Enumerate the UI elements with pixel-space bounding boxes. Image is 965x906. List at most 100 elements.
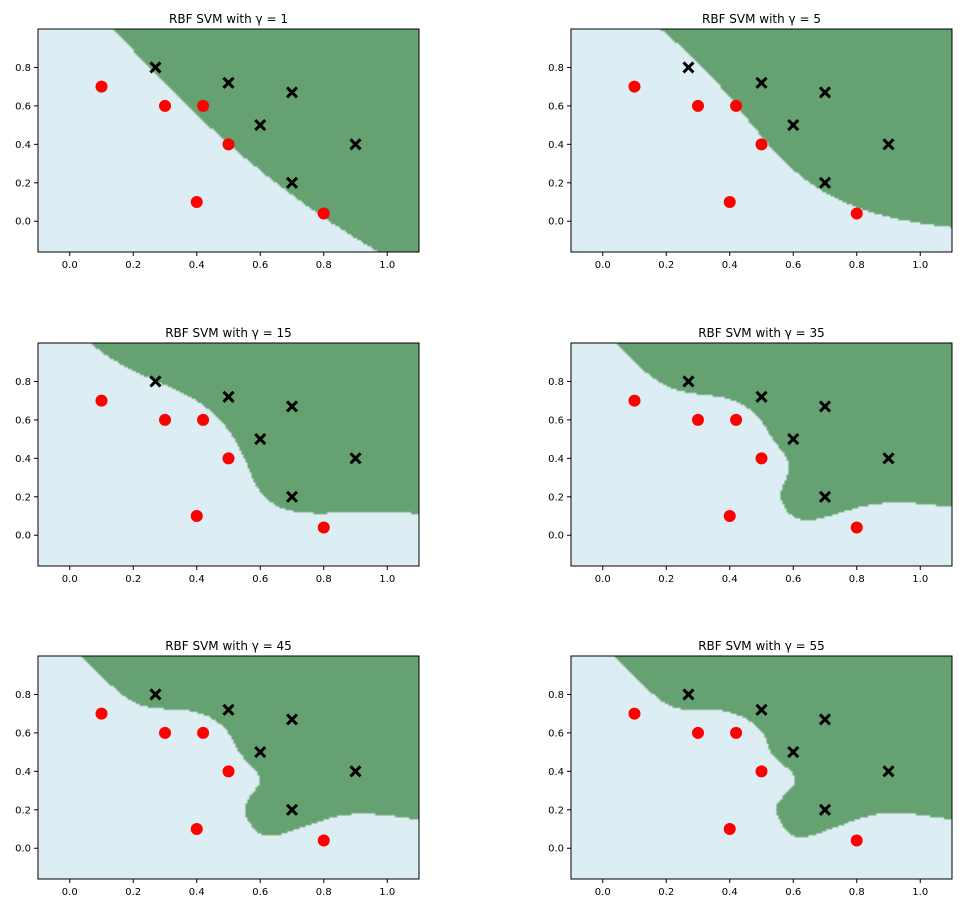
- x-tick-label: 0.4: [722, 260, 738, 271]
- x-point: [818, 803, 832, 816]
- x-point: [285, 400, 299, 413]
- x-point: [285, 490, 299, 503]
- x-point: [787, 119, 800, 132]
- subplot-4: RBF SVM with γ = 35 0.0 0.2 0.4 0.6 0.8 1.0 0.0…: [548, 326, 953, 585]
- circle-point: [317, 207, 330, 220]
- x-point: [882, 138, 895, 151]
- circle-point: [222, 765, 235, 778]
- y-tick-label: 0.4: [548, 767, 564, 778]
- y-tick-label: 0.6: [548, 728, 564, 739]
- x-tick-label: 1.0: [379, 260, 395, 271]
- subplot-1: RBF SVM with γ = 1 0.0 0.2 0.4 0.6 0.8 1.0 0.0 0…: [15, 12, 420, 271]
- x-tick-label: 0.6: [785, 574, 801, 585]
- x-tick-label: 1.0: [912, 260, 928, 271]
- y-tick-label: 0.0: [15, 844, 31, 855]
- circle-point: [755, 452, 768, 465]
- x-point: [787, 433, 800, 446]
- x-point: [254, 746, 267, 759]
- y-tick-label: 0.4: [15, 767, 31, 778]
- y-tick-label: 0.8: [15, 690, 31, 701]
- subplot-5: RBF SVM with γ = 45 0.0 0.2 0.4 0.6 0.8 1.0 0.0…: [15, 639, 420, 898]
- subplot-3: RBF SVM with γ = 15 0.0 0.2 0.4 0.6 0.8 1.0 0.0…: [15, 326, 420, 585]
- y-tick-label: 0.4: [548, 454, 564, 465]
- y-tick-label: 0.4: [15, 454, 31, 465]
- x-point: [882, 765, 895, 778]
- y-tick-label: 0.6: [15, 728, 31, 739]
- x-tick-label: 0.0: [595, 887, 611, 898]
- x-tick-label: 0.0: [62, 574, 78, 585]
- x-point: [818, 176, 832, 189]
- x-point: [682, 61, 695, 74]
- y-tick-label: 0.0: [548, 531, 564, 542]
- x-point: [254, 119, 267, 132]
- x-tick-label: 0.2: [125, 574, 141, 585]
- circle-point: [190, 196, 203, 209]
- circle-point: [755, 138, 768, 151]
- x-point: [682, 688, 695, 701]
- x-point: [222, 703, 235, 716]
- x-tick-label: 0.6: [252, 574, 268, 585]
- circle-point: [723, 823, 736, 836]
- x-tick-label: 0.4: [189, 887, 205, 898]
- x-point: [222, 76, 235, 89]
- circle-point: [159, 726, 171, 739]
- y-tick-label: 0.0: [548, 217, 564, 228]
- circle-point: [197, 726, 210, 739]
- x-point: [285, 803, 299, 816]
- y-tick-label: 0.0: [548, 844, 564, 855]
- x-tick-label: 0.4: [189, 260, 205, 271]
- axes-frame: [37, 28, 420, 253]
- x-tick-label: 0.4: [722, 574, 738, 585]
- x-tick-label: 0.6: [252, 260, 268, 271]
- y-tick-label: 0.6: [15, 101, 31, 112]
- circle-point: [692, 99, 704, 112]
- circle-point: [755, 765, 768, 778]
- y-tick-label: 0.6: [15, 415, 31, 426]
- x-tick-label: 0.0: [595, 574, 611, 585]
- circle-point: [159, 413, 171, 426]
- y-tick-label: 0.2: [15, 492, 31, 503]
- circle-point: [692, 726, 704, 739]
- circle-point: [190, 510, 203, 523]
- x-tick-label: 0.8: [849, 574, 865, 585]
- circle-point: [317, 834, 330, 847]
- x-point: [818, 490, 832, 503]
- x-tick-label: 0.8: [316, 260, 332, 271]
- axes-frame: [570, 28, 953, 253]
- x-tick-label: 0.2: [125, 260, 141, 271]
- y-tick-label: 0.4: [15, 140, 31, 151]
- circle-point: [628, 394, 641, 407]
- subplot-6: RBF SVM with γ = 55 0.0 0.2 0.4 0.6 0.8 1.0 0.0…: [548, 639, 953, 898]
- subplot-title: RBF SVM with γ = 35: [698, 326, 825, 340]
- axes-frame: [37, 655, 420, 880]
- y-tick-label: 0.2: [15, 805, 31, 816]
- y-tick-label: 0.8: [548, 690, 564, 701]
- circle-point: [95, 394, 108, 407]
- x-point: [149, 61, 162, 74]
- x-point: [787, 746, 800, 759]
- x-point: [682, 375, 695, 388]
- circle-point: [197, 413, 210, 426]
- x-tick-label: 0.2: [125, 887, 141, 898]
- circle-point: [317, 521, 330, 534]
- x-tick-label: 0.6: [252, 887, 268, 898]
- axes-frame: [37, 342, 420, 567]
- y-tick-label: 0.6: [548, 101, 564, 112]
- x-tick-label: 1.0: [912, 574, 928, 585]
- circle-point: [723, 510, 736, 523]
- x-tick-label: 0.0: [62, 887, 78, 898]
- y-tick-label: 0.2: [548, 178, 564, 189]
- circle-point: [190, 823, 203, 836]
- subplot-title: RBF SVM with γ = 5: [702, 12, 821, 26]
- circle-point: [222, 138, 235, 151]
- x-point: [285, 176, 299, 189]
- x-tick-label: 0.2: [658, 574, 674, 585]
- circle-point: [730, 726, 743, 739]
- axes-frame: [570, 342, 953, 567]
- x-tick-label: 0.6: [785, 887, 801, 898]
- x-tick-label: 0.8: [849, 887, 865, 898]
- x-point: [285, 86, 299, 99]
- x-point: [755, 703, 768, 716]
- y-tick-label: 0.8: [15, 63, 31, 74]
